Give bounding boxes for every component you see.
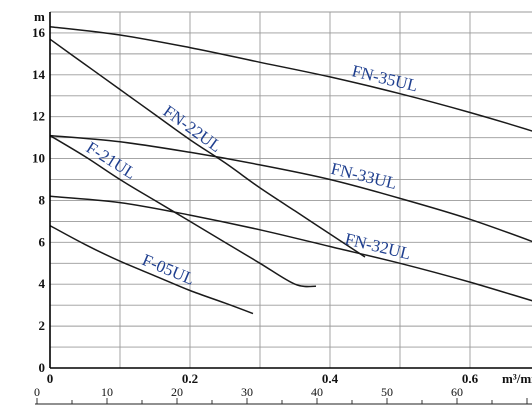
x2-tick-label: 20 [171,385,183,399]
x-tick-label: 0.2 [182,371,198,386]
x2-tick-label: 30 [241,385,253,399]
y-tick-label: 4 [39,276,46,291]
y-tick-label: 10 [32,151,45,166]
x2-tick-label: 50 [381,385,393,399]
grid-layer [50,11,532,368]
curve-fn-22ul [49,38,366,258]
y-tick-label: 6 [39,234,46,249]
x-unit-label: m³/min [502,371,532,386]
y-unit-label: m [34,9,45,24]
x2-tick-label: 40 [311,385,323,399]
x-tick-label: 0.6 [462,371,479,386]
curve-f-05ul [49,224,254,315]
x2-tick-label: 0 [34,385,40,399]
y-tick-label: 14 [32,67,46,82]
x-tick-label: 0.4 [322,371,339,386]
x2-tick-label: 60 [451,385,463,399]
axis-layer: 0246810121416m00.20.40.60.81.0m³/min0102… [32,9,532,405]
curve-fn-35ul [49,25,532,132]
x-tick-label: 0 [47,371,54,386]
y-tick-label: 8 [39,192,46,207]
curve-fn-33ul [49,134,532,243]
y-tick-label: 16 [32,25,46,40]
series-label-f-05ul: F-05UL [139,250,197,289]
curve-layer [49,25,532,315]
series-label-fn-22ul: FN-22UL [160,101,226,156]
curve-fn-32ul [49,195,532,302]
y-tick-label: 12 [32,109,45,124]
y-tick-label: 2 [39,318,46,333]
curve-f-21ul [49,134,317,288]
x2-tick-label: 10 [101,385,113,399]
y-tick-label: 0 [39,360,46,375]
